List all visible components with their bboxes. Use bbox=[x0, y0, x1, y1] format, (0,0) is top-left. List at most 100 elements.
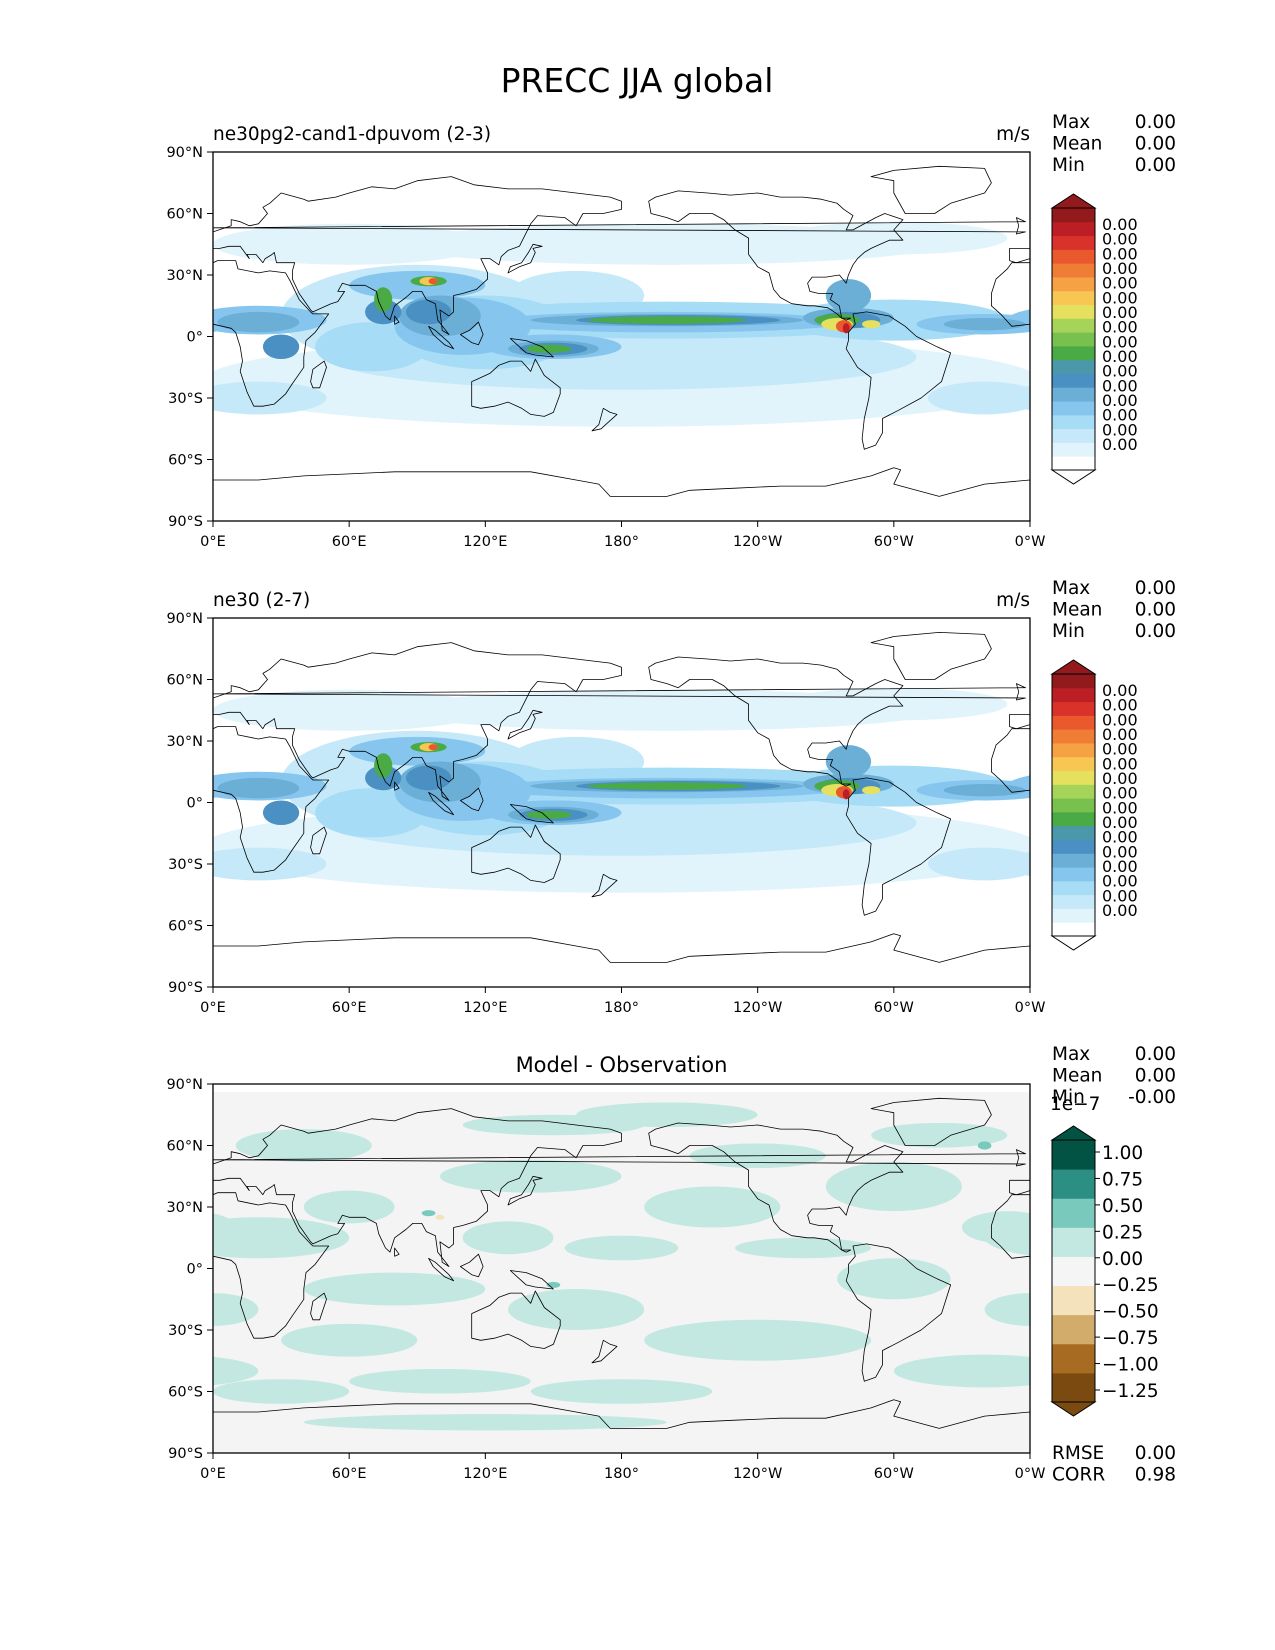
panel-title: Model - Observation bbox=[516, 1053, 728, 1077]
precip-field bbox=[213, 687, 1030, 893]
colorbar-segment bbox=[1052, 401, 1095, 416]
field-contour bbox=[526, 344, 572, 353]
field-contour bbox=[927, 381, 1030, 415]
y-tick-label: 90°S bbox=[168, 514, 203, 530]
field-contour bbox=[213, 1293, 259, 1326]
colorbar-tick-label: 0.00 bbox=[1102, 740, 1138, 759]
coastline bbox=[845, 311, 951, 450]
coastline bbox=[991, 728, 1030, 793]
x-tick-label: 0°W bbox=[1015, 534, 1046, 550]
y-tick-label: 0° bbox=[187, 796, 203, 812]
x-tick-label: 180° bbox=[604, 534, 639, 550]
coastline bbox=[213, 467, 1030, 521]
colorbar-segment bbox=[1052, 1314, 1095, 1345]
colorbar-tick-label: 0.00 bbox=[1102, 259, 1138, 278]
colorbar-segment bbox=[1052, 345, 1095, 361]
colorbar-tick-label: 0.00 bbox=[1102, 901, 1138, 920]
y-tick-label: 60°S bbox=[168, 453, 203, 469]
y-tick-label: 60°N bbox=[166, 673, 203, 689]
colorbar-tick-label: 0.00 bbox=[1102, 725, 1138, 744]
panel-2: 0°E 60°E 120°E 180° 120°W 60°W 0°W 90°N 60°N 30°N… bbox=[166, 578, 1176, 1016]
colorbar-segment bbox=[1052, 839, 1095, 854]
figure-title: PRECC JJA global bbox=[501, 61, 774, 100]
field-contour bbox=[435, 1214, 445, 1220]
field-contour bbox=[213, 1379, 350, 1404]
coastline bbox=[213, 1108, 622, 1267]
colorbar-segment bbox=[1052, 687, 1095, 703]
colorbar-segment bbox=[1052, 318, 1095, 333]
x-tick-label: 0°W bbox=[1015, 1466, 1046, 1482]
y-tick-label: 90°N bbox=[166, 145, 203, 161]
x-tick-label: 60°E bbox=[332, 534, 367, 550]
coastline bbox=[213, 217, 1026, 235]
colorbar-segment bbox=[1052, 373, 1095, 388]
colorbar-tick-label: 0.00 bbox=[1102, 435, 1138, 454]
field-contour bbox=[644, 1186, 781, 1228]
colorbar: 1.00 0.75 0.50 0.25 0.00 −0.25 −0.50 −0.75 −1.00… bbox=[1050, 1094, 1159, 1417]
field-contour bbox=[374, 753, 393, 778]
coastline bbox=[507, 709, 543, 740]
field-contour bbox=[235, 1129, 372, 1162]
panel-1: 0°E 60°E 120°E 180° 120°W 60°W 0°W 90°N 60°N 30°N… bbox=[166, 112, 1176, 550]
coastline bbox=[591, 407, 618, 432]
colorbar-segment bbox=[1052, 1343, 1095, 1374]
coastline bbox=[428, 791, 455, 816]
x-tick-label: 0°E bbox=[200, 534, 226, 550]
colorbar-segment bbox=[1052, 880, 1095, 896]
coastline bbox=[310, 826, 327, 855]
colorbar-tick-label: 0.00 bbox=[1102, 798, 1138, 817]
colorbar-tick-label: 0.00 bbox=[1102, 244, 1138, 263]
colorbar-segment bbox=[1052, 442, 1095, 457]
colorbar-exponent: 1e−7 bbox=[1050, 1094, 1100, 1115]
colorbar-segment bbox=[1052, 208, 1095, 223]
colorbar-segment bbox=[1052, 249, 1095, 264]
colorbar-tick-label: 0.00 bbox=[1102, 769, 1138, 788]
colorbar-segment bbox=[1052, 770, 1095, 785]
colorbar-segment bbox=[1052, 825, 1095, 840]
colorbar-tick-label: 0.00 bbox=[1102, 362, 1138, 381]
y-tick-label: 0° bbox=[187, 330, 203, 346]
field-contour bbox=[842, 323, 850, 334]
field-contour bbox=[213, 847, 327, 881]
colorbar-tick-label: 0.00 bbox=[1102, 376, 1138, 395]
field-contour bbox=[734, 1237, 872, 1259]
footer-stat-value: 0.98 bbox=[1135, 1465, 1176, 1486]
stat-label: Mean bbox=[1052, 134, 1102, 155]
panel-3: 0°E 60°E 120°E 180° 120°W 60°W 0°W 90°N 60°N 30°N… bbox=[166, 1044, 1176, 1486]
coastline bbox=[310, 1292, 327, 1321]
field-contour bbox=[825, 745, 872, 778]
colorbar-segment bbox=[1052, 1285, 1095, 1316]
panel-title: ne30pg2-cand1-dpuvom (2-3) bbox=[213, 124, 491, 145]
colorbar-segment bbox=[1052, 867, 1095, 882]
colorbar-tick-label: 0.00 bbox=[1102, 681, 1138, 700]
x-tick-label: 120°W bbox=[733, 534, 782, 550]
stat-value: 0.00 bbox=[1135, 1066, 1176, 1087]
stat-label: Max bbox=[1052, 578, 1090, 599]
field-contour bbox=[977, 1141, 992, 1150]
colorbar-tick-label: 0.00 bbox=[1102, 710, 1138, 729]
colorbar: 0.000.000.000.000.000.000.000.000.000.00… bbox=[1050, 193, 1138, 485]
colorbar-segment bbox=[1052, 1227, 1095, 1257]
field-contour bbox=[530, 1379, 713, 1404]
colorbar-extend-max bbox=[1050, 659, 1097, 675]
coastlines bbox=[213, 632, 1030, 987]
x-tick-label: 120°W bbox=[733, 1466, 782, 1482]
coastline bbox=[394, 781, 400, 791]
colorbar-segment bbox=[1052, 756, 1095, 772]
footer-stat-value: 0.00 bbox=[1135, 1443, 1176, 1464]
coastline bbox=[213, 726, 330, 873]
colorbar-frame bbox=[1051, 1139, 1096, 1403]
footer-stat-label: CORR bbox=[1052, 1465, 1105, 1486]
x-tick-label: 60°W bbox=[874, 534, 914, 550]
x-tick-label: 120°E bbox=[463, 1000, 507, 1016]
coastlines bbox=[213, 165, 1030, 521]
field-contour bbox=[984, 1293, 1030, 1326]
field-contour bbox=[462, 1114, 645, 1136]
colorbar-segment bbox=[1052, 674, 1095, 689]
coastline bbox=[845, 777, 951, 916]
coastline bbox=[471, 358, 561, 417]
y-tick-label: 60°N bbox=[166, 207, 203, 223]
colorbar-tick-label: 0.00 bbox=[1102, 391, 1138, 410]
colorbar-segment bbox=[1052, 798, 1095, 813]
coastline bbox=[870, 165, 992, 214]
